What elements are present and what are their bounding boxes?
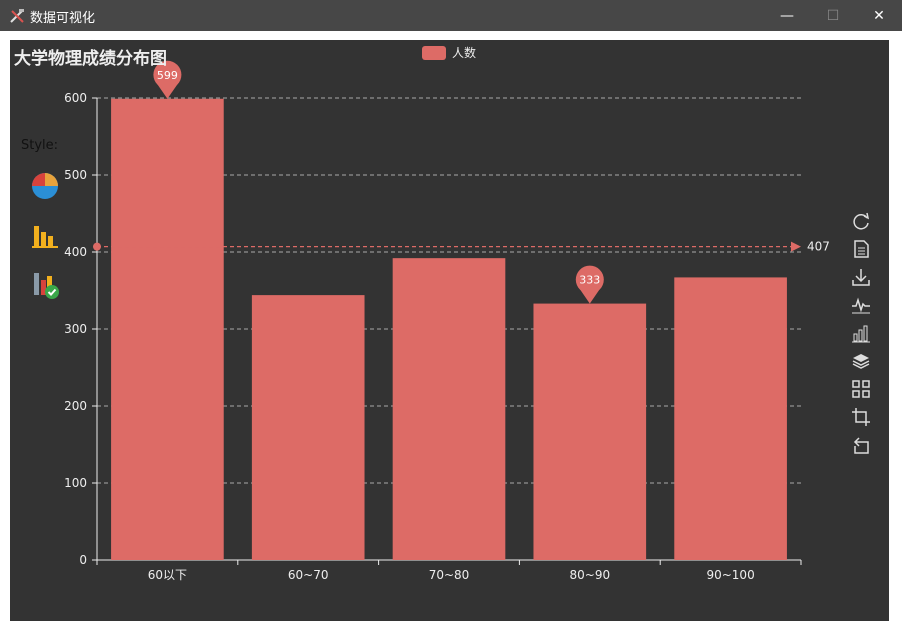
y-tick-label: 300 bbox=[64, 322, 87, 336]
stack-icon[interactable] bbox=[850, 350, 872, 372]
mark-line-label: 407 bbox=[807, 240, 830, 254]
bar-chart-tool-icon[interactable] bbox=[850, 322, 872, 344]
mark-line-arrow bbox=[791, 241, 801, 252]
data-zoom-icon[interactable] bbox=[850, 406, 872, 428]
window-client: 0 100 200 300 400 500 600 60以下 60~70 70~80 80~90 90… bbox=[0, 31, 902, 632]
x-tick-label: 60~70 bbox=[288, 568, 329, 582]
x-tick-label: 70~80 bbox=[429, 568, 470, 582]
x-tick-label: 90~100 bbox=[706, 568, 754, 582]
chart-title: 大学物理成绩分布图 bbox=[14, 49, 167, 69]
title-bar: 数据可视化 — ☐ ✕ bbox=[0, 0, 902, 31]
mark-point bbox=[575, 265, 604, 294]
data-view-icon[interactable] bbox=[850, 238, 872, 260]
chart-container: 0 100 200 300 400 500 600 60以下 60~70 70~80 80~90 90… bbox=[10, 40, 889, 621]
window-title: 数据可视化 bbox=[30, 11, 96, 26]
close-button[interactable]: ✕ bbox=[873, 7, 885, 24]
x-tick-label: 60以下 bbox=[148, 568, 187, 582]
bar bbox=[392, 258, 506, 560]
y-tick-label: 100 bbox=[64, 476, 87, 490]
mark-point-label: 599 bbox=[157, 69, 178, 82]
save-image-icon[interactable] bbox=[850, 266, 872, 288]
pie-chart-icon[interactable] bbox=[30, 171, 60, 201]
y-tick-label: 600 bbox=[64, 91, 87, 105]
x-tick-label: 80~90 bbox=[570, 568, 611, 582]
mark-point bbox=[153, 60, 182, 89]
tiled-icon[interactable] bbox=[850, 378, 872, 400]
bar-chart: 0 100 200 300 400 500 600 60以下 60~70 70~80 80~90 90… bbox=[64, 60, 830, 582]
refresh-icon[interactable] bbox=[850, 210, 872, 232]
bar bbox=[111, 98, 224, 560]
style-label: Style: bbox=[21, 138, 59, 153]
mark-point-label: 333 bbox=[579, 274, 600, 287]
legend-label: 人数 bbox=[452, 46, 477, 60]
bar-chart-icon[interactable] bbox=[30, 220, 60, 250]
bar bbox=[251, 295, 365, 560]
y-tick-label: 500 bbox=[64, 168, 87, 182]
mark-point-pin bbox=[580, 289, 600, 304]
line-chart-icon[interactable] bbox=[850, 294, 872, 316]
tools-icon bbox=[8, 7, 26, 25]
legend-swatch bbox=[422, 45, 446, 60]
bar bbox=[533, 303, 647, 560]
y-tick-label: 400 bbox=[64, 245, 87, 259]
bar-chart-check-icon[interactable] bbox=[30, 270, 60, 300]
minimize-button[interactable]: — bbox=[780, 7, 794, 24]
y-tick-label: 200 bbox=[64, 399, 87, 413]
legend-item[interactable]: 人数 bbox=[422, 44, 476, 61]
maximize-button[interactable]: ☐ bbox=[826, 7, 840, 24]
zoom-reset-icon[interactable] bbox=[850, 434, 872, 456]
bar bbox=[674, 277, 787, 560]
y-tick-label: 0 bbox=[79, 553, 87, 567]
mark-point-pin bbox=[157, 84, 178, 99]
